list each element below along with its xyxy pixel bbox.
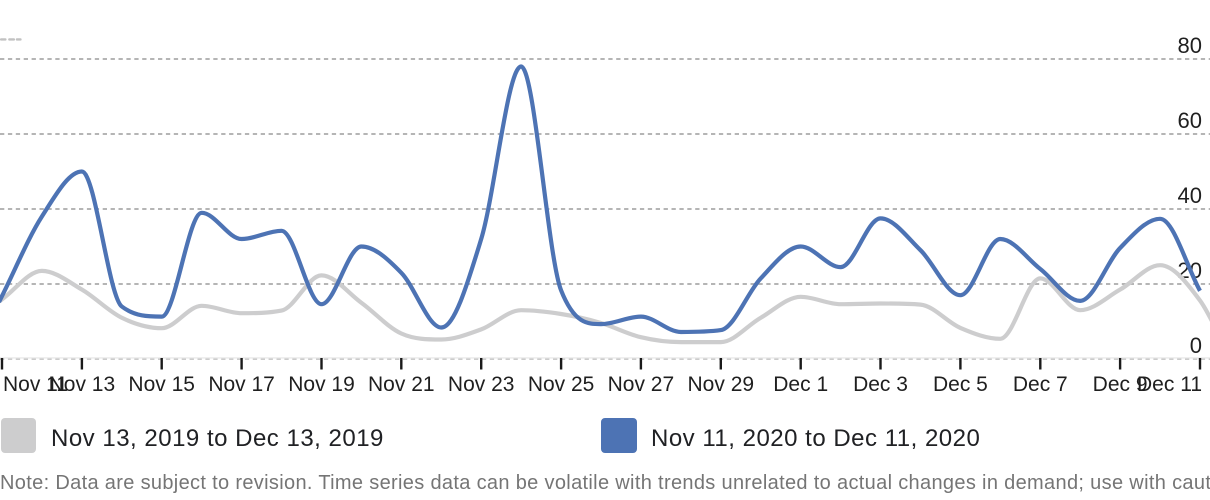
- svg-text:80: 80: [1178, 33, 1202, 58]
- svg-text:Dec 7: Dec 7: [1013, 373, 1068, 396]
- svg-text:Dec 3: Dec 3: [853, 373, 908, 396]
- svg-text:Nov 29: Nov 29: [688, 373, 755, 396]
- svg-text:Nov 17: Nov 17: [208, 373, 275, 396]
- svg-text:Nov 19: Nov 19: [288, 373, 355, 396]
- svg-text:Nov 21: Nov 21: [368, 373, 435, 396]
- svg-text:Dec 5: Dec 5: [933, 373, 988, 396]
- svg-text:Nov 27: Nov 27: [608, 373, 675, 396]
- svg-text:40: 40: [1178, 183, 1202, 208]
- svg-text:Dec 1: Dec 1: [773, 373, 828, 396]
- svg-text:Nov 13, 2019 to Dec 13, 2019: Nov 13, 2019 to Dec 13, 2019: [51, 425, 384, 452]
- svg-text:Dec 9: Dec 9: [1093, 373, 1148, 396]
- svg-text:Nov 11, 2020 to Dec 11, 2020: Nov 11, 2020 to Dec 11, 2020: [651, 425, 980, 452]
- svg-text:Dec 11: Dec 11: [1137, 373, 1202, 396]
- svg-text:Nov 25: Nov 25: [528, 373, 595, 396]
- svg-text:0: 0: [1190, 333, 1202, 358]
- svg-text:Nov 15: Nov 15: [128, 373, 195, 396]
- svg-text:60: 60: [1178, 108, 1202, 133]
- svg-text:Note: Data are subject to revi: Note: Data are subject to revision. Time…: [0, 472, 1210, 494]
- svg-text:Nov 11: Nov 11: [3, 373, 68, 396]
- svg-text:Nov 23: Nov 23: [448, 373, 515, 396]
- svg-text:Nov 13: Nov 13: [49, 373, 116, 396]
